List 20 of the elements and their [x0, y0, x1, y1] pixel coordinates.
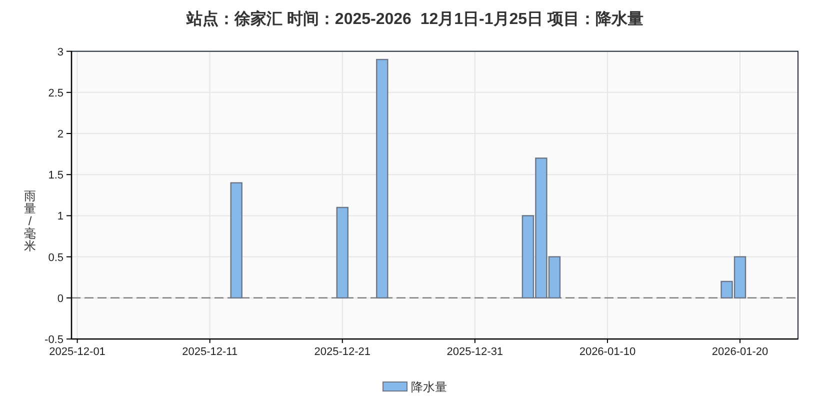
y-tick-label: 0 [57, 292, 64, 305]
legend-label: 降水量 [411, 380, 447, 394]
bar [230, 182, 242, 298]
bar [376, 58, 388, 298]
y-tick-label: 2.5 [48, 87, 64, 100]
x-tick-label: 2025-12-31 [446, 346, 504, 358]
y-axis-title: 雨量/毫米 [24, 189, 36, 253]
x-tick-label: 2026-01-10 [579, 346, 636, 358]
x-tick-label: 2026-01-20 [712, 346, 768, 358]
chart-title: 站点：徐家汇 时间：2025-2026 12月1日-1月25日 项目：降水量 [185, 9, 644, 28]
x-tick-label: 2025-12-01 [49, 346, 106, 358]
y-tick-label: 2 [57, 128, 64, 140]
y-tick-label: -0.5 [44, 334, 64, 346]
x-tick-label: 2025-12-21 [314, 346, 371, 358]
y-tick-label: 1 [57, 210, 64, 223]
bar [336, 206, 348, 298]
y-tick-label: 1.5 [48, 170, 64, 182]
y-tick-label: 3 [57, 46, 64, 58]
y-tick-label: 0.5 [48, 252, 64, 264]
x-tick-label: 2025-12-11 [182, 346, 238, 358]
